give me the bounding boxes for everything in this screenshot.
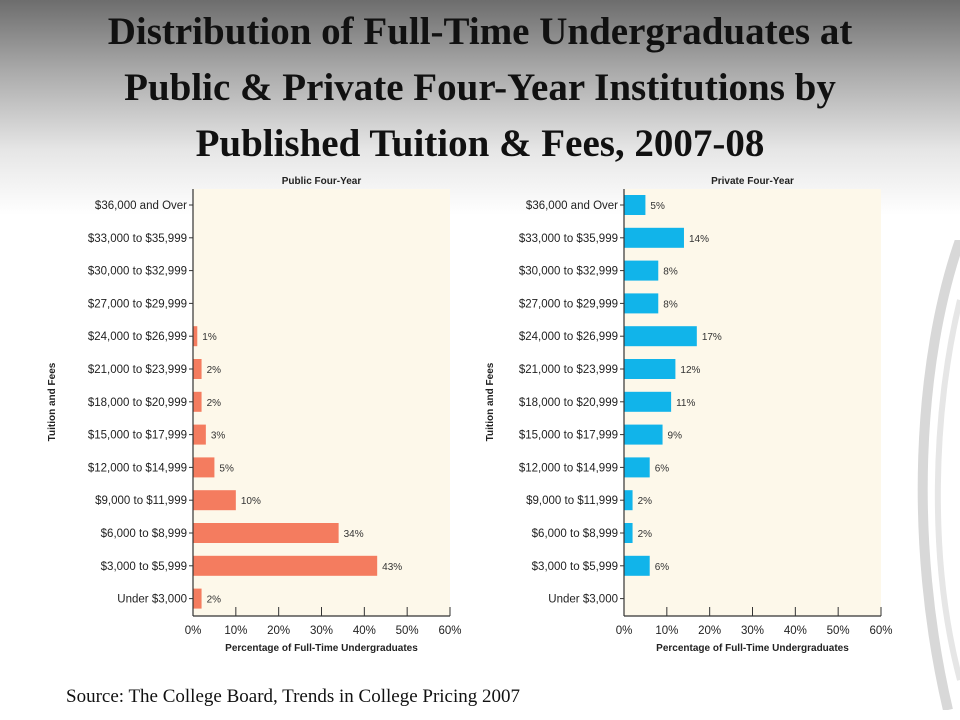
category-label: Under $3,000 xyxy=(117,594,187,606)
data-label: 9% xyxy=(668,431,683,442)
bar xyxy=(193,359,202,379)
bar xyxy=(193,555,378,576)
category-label: $36,000 and Over xyxy=(526,200,618,212)
category-label: $12,000 to $14,999 xyxy=(88,462,187,474)
category-label: $30,000 to $32,999 xyxy=(88,266,187,278)
x-tick-label: 60% xyxy=(869,625,892,637)
title-line: Public & Private Four-Year Institutions … xyxy=(124,66,836,109)
data-label: 12% xyxy=(680,365,700,376)
title-line: Distribution of Full-Time Undergraduates… xyxy=(107,10,853,53)
bar xyxy=(193,424,206,445)
bar xyxy=(624,195,646,215)
category-label: Under $3,000 xyxy=(548,594,618,606)
category-label: $18,000 to $20,999 xyxy=(88,397,187,409)
bar xyxy=(624,359,676,379)
bar xyxy=(193,326,198,347)
category-label: $6,000 to $8,999 xyxy=(101,528,187,540)
category-label: $27,000 to $29,999 xyxy=(88,298,187,310)
category-label: $21,000 to $23,999 xyxy=(519,364,618,376)
data-label: 1% xyxy=(202,332,217,343)
data-label: 6% xyxy=(655,562,670,573)
x-tick-label: 30% xyxy=(741,625,764,637)
bar xyxy=(193,391,202,412)
x-tick-label: 0% xyxy=(616,625,633,637)
x-axis-label: Percentage of Full-Time Undergraduates xyxy=(225,643,418,654)
category-label: $9,000 to $11,999 xyxy=(95,495,187,507)
bar xyxy=(624,523,633,543)
x-tick-label: 20% xyxy=(267,625,290,637)
category-label: $27,000 to $29,999 xyxy=(519,298,618,310)
chart-title: Private Four-Year xyxy=(711,176,794,187)
bar xyxy=(193,523,339,543)
data-label: 17% xyxy=(702,332,722,343)
bar xyxy=(624,227,684,248)
data-label: 2% xyxy=(207,595,222,606)
bar xyxy=(193,588,202,609)
x-tick-label: 20% xyxy=(698,625,721,637)
data-label: 2% xyxy=(638,496,653,507)
x-tick-label: 40% xyxy=(784,625,807,637)
category-label: $36,000 and Over xyxy=(95,200,187,212)
data-label: 2% xyxy=(638,529,653,540)
data-label: 6% xyxy=(655,463,670,474)
x-tick-label: 40% xyxy=(353,625,376,637)
data-label: 2% xyxy=(207,365,222,376)
data-label: 5% xyxy=(650,201,665,212)
category-label: $33,000 to $35,999 xyxy=(88,233,187,245)
x-tick-label: 10% xyxy=(224,625,247,637)
bar xyxy=(624,555,650,576)
private-four-year-chart: Private Four-Year $36,000 and Over 5% $33,0… xyxy=(484,172,900,662)
x-axis-label: Percentage of Full-Time Undergraduates xyxy=(656,643,849,654)
bar xyxy=(193,490,236,511)
x-tick-label: 50% xyxy=(827,625,850,637)
x-tick-label: 50% xyxy=(396,625,419,637)
data-label: 8% xyxy=(663,267,678,278)
category-label: $15,000 to $17,999 xyxy=(519,430,618,442)
data-label: 2% xyxy=(207,398,222,409)
x-tick-label: 60% xyxy=(438,625,461,637)
data-label: 10% xyxy=(241,496,261,507)
data-label: 11% xyxy=(676,398,695,409)
bar xyxy=(624,391,672,412)
category-label: $6,000 to $8,999 xyxy=(532,528,618,540)
x-tick-label: 10% xyxy=(655,625,678,637)
bar xyxy=(624,326,697,347)
category-label: $9,000 to $11,999 xyxy=(526,495,618,507)
category-label: $15,000 to $17,999 xyxy=(88,430,187,442)
category-label: $12,000 to $14,999 xyxy=(519,462,618,474)
bar xyxy=(624,424,663,445)
slide-title: Distribution of Full-Time Undergraduates… xyxy=(0,4,960,172)
data-label: 43% xyxy=(382,562,402,573)
category-label: $3,000 to $5,999 xyxy=(101,561,187,573)
data-label: 3% xyxy=(211,431,226,442)
chart-svg: Public Four-Year $36,000 and Over $33,000 … xyxy=(47,176,462,654)
chart-title: Public Four-Year xyxy=(282,176,362,187)
bar xyxy=(624,490,633,511)
category-label: $24,000 to $26,999 xyxy=(519,331,618,343)
data-label: 8% xyxy=(663,299,678,310)
category-label: $21,000 to $23,999 xyxy=(88,364,187,376)
category-label: $30,000 to $32,999 xyxy=(519,266,618,278)
data-label: 5% xyxy=(219,463,234,474)
category-label: $3,000 to $5,999 xyxy=(532,561,618,573)
x-tick-label: 0% xyxy=(185,625,202,637)
y-axis-label: Tuition and Fees xyxy=(485,362,496,441)
category-label: $33,000 to $35,999 xyxy=(519,233,618,245)
source-note: Source: The College Board, Trends in Col… xyxy=(66,686,521,707)
x-tick-label: 30% xyxy=(310,625,333,637)
decorative-swoosh xyxy=(917,240,960,710)
bar xyxy=(624,260,659,281)
category-label: $18,000 to $20,999 xyxy=(519,397,618,409)
bar xyxy=(624,293,659,314)
chart-svg: Private Four-Year $36,000 and Over 5% $33,0… xyxy=(485,176,893,654)
data-label: 14% xyxy=(689,234,709,245)
title-line: Published Tuition & Fees, 2007-08 xyxy=(195,122,765,165)
data-label: 34% xyxy=(344,529,364,540)
public-four-year-chart: Public Four-Year $36,000 and Over $33,000 … xyxy=(46,172,466,662)
bar xyxy=(624,457,650,478)
category-label: $24,000 to $26,999 xyxy=(88,331,187,343)
y-axis-label: Tuition and Fees xyxy=(47,362,58,441)
plot-background xyxy=(193,189,450,616)
bar xyxy=(193,457,215,478)
